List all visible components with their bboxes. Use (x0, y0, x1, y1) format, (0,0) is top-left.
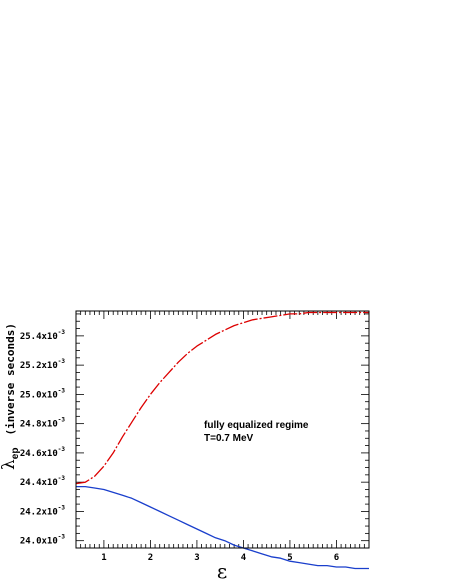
y-tick-label: 25.0x10-3 (20, 387, 66, 400)
y-tick-labels: 24.0x10-324.2x10-324.4x10-324.6x10-324.8… (20, 329, 66, 547)
series-layer (75, 311, 369, 570)
y-tick-label: 24.0x10-3 (20, 534, 66, 547)
y-tick-mantissa: 24.0x10 (20, 537, 58, 547)
y-tick-exponent: -3 (58, 475, 66, 482)
y-tick-label: 24.4x10-3 (20, 475, 66, 488)
y-tick-label: 24.2x10-3 (20, 504, 66, 517)
y-tick-label: 24.6x10-3 (20, 446, 66, 459)
y-tick-mantissa: 24.4x10 (20, 478, 58, 488)
y-tick-mantissa: 24.6x10 (20, 449, 58, 459)
annotation-temperature: T=0.7 MeV (204, 433, 254, 444)
y-tick-exponent: -3 (58, 504, 66, 511)
series-line-2 (76, 485, 369, 570)
y-tick-label: 25.4x10-3 (20, 329, 66, 342)
y-tick-exponent: -3 (58, 387, 66, 394)
svg-text:λep(inverse seconds): λep (inverse seconds) (0, 323, 21, 470)
x-tick-labels: 1 2 3 4 5 6 (101, 553, 339, 563)
y-tick-mantissa: 25.2x10 (20, 361, 58, 371)
y-axis-label: λep (inverse seconds) (0, 323, 21, 470)
x-tick-label: 4 (241, 553, 247, 563)
y-tick-exponent: -3 (58, 329, 66, 336)
y-tick-label: 25.2x10-3 (20, 358, 66, 371)
x-tick-label: 3 (194, 553, 199, 563)
annotation-regime: fully equalized regime (204, 420, 309, 431)
x-tick-label: 1 (101, 553, 106, 563)
x-tick-label: 2 (148, 553, 153, 563)
y-tick-label: 24.8x10-3 (20, 417, 66, 430)
x-axis-label: ε (217, 559, 227, 582)
y-axis-subscript: ep (10, 448, 21, 460)
y-tick-mantissa: 25.0x10 (20, 390, 58, 400)
y-tick-exponent: -3 (58, 446, 66, 453)
y-tick-mantissa: 25.4x10 (20, 332, 58, 342)
y-axis-symbol: λ (0, 459, 19, 470)
y-tick-exponent: -3 (58, 358, 66, 365)
x-tick-label: 6 (334, 553, 339, 563)
plot-frame (75, 310, 370, 549)
y-axis-units: (inverse seconds) (4, 323, 17, 436)
x-tick-label: 5 (287, 553, 292, 563)
y-tick-mantissa: 24.2x10 (20, 507, 58, 517)
series-line-1 (75, 311, 369, 485)
y-tick-mantissa: 24.8x10 (20, 420, 58, 430)
y-tick-exponent: -3 (58, 417, 66, 424)
y-tick-exponent: -3 (58, 534, 66, 541)
